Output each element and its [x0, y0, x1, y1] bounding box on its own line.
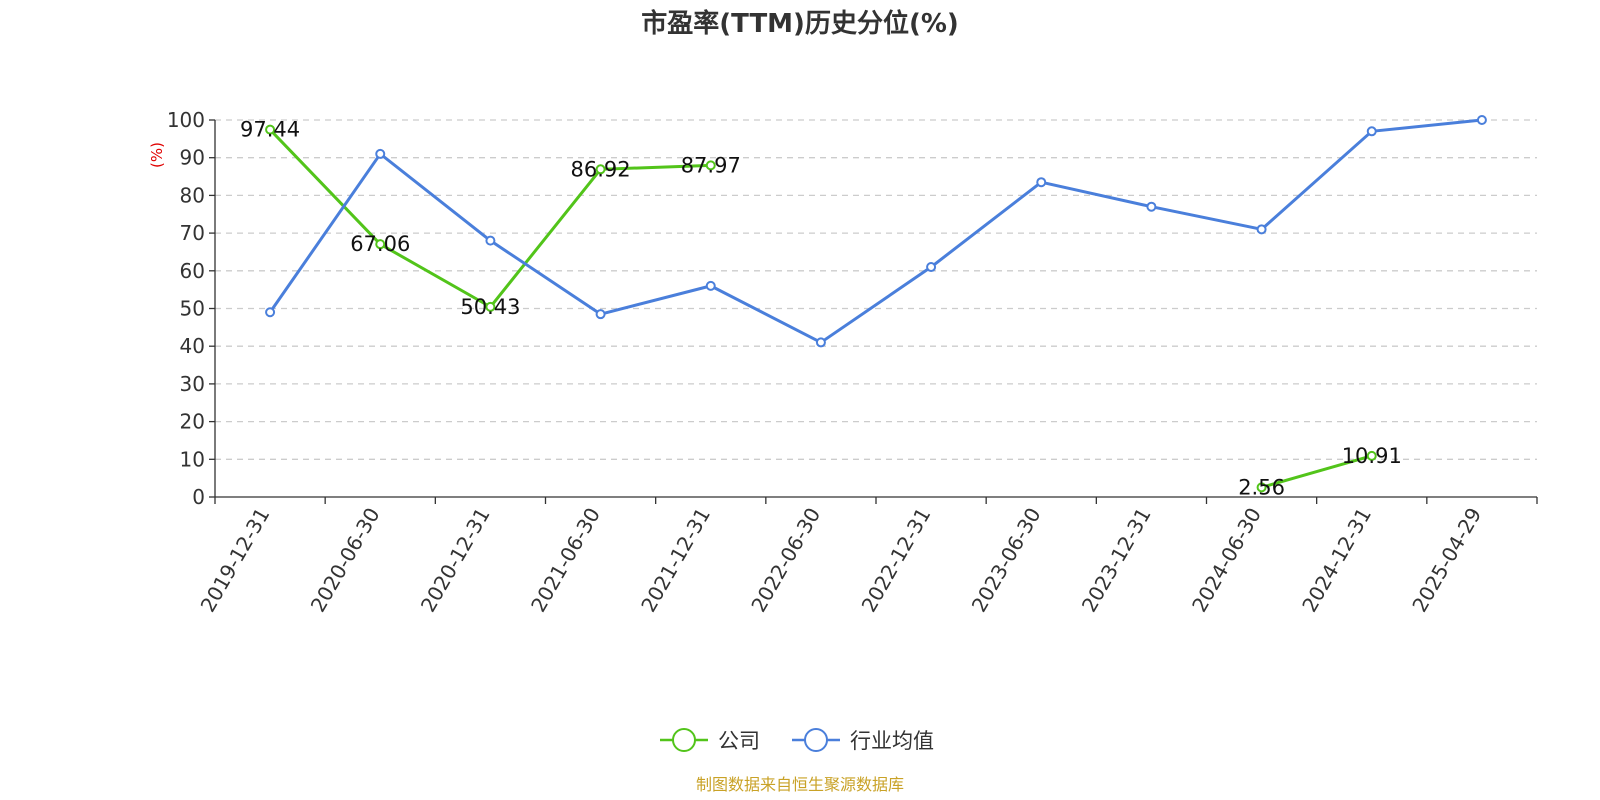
- series-1: [265, 115, 1487, 348]
- data-label: 50.43: [460, 295, 520, 319]
- data-label: 67.06: [350, 232, 410, 256]
- data-point: [926, 262, 937, 273]
- data-point: [595, 164, 606, 175]
- grid: [215, 119, 1537, 460]
- data-label: 87.97: [681, 153, 741, 177]
- x-axis: 2019-12-31 2020-06-30 2020-12-31 2021-06-30…: [196, 496, 1538, 617]
- data-label: 2.56: [1238, 475, 1285, 499]
- data-point: [375, 148, 386, 159]
- data-point: [1366, 450, 1377, 461]
- x-tick-label: 2021-06-30: [526, 504, 605, 617]
- x-tick-label: 2022-12-31: [857, 503, 936, 616]
- legend-label: 公司: [718, 729, 760, 753]
- chart-title: 市盈率(TTM)历史分位(%): [641, 8, 959, 39]
- y-tick-label: 90: [180, 146, 205, 170]
- y-tick-label: 70: [180, 221, 205, 245]
- x-tick-label: 2023-12-31: [1077, 504, 1156, 617]
- series-line: [1261, 454, 1373, 489]
- data-point: [1256, 482, 1267, 493]
- data-point: [705, 280, 716, 291]
- series-line: [268, 118, 1483, 344]
- data-point: [705, 160, 716, 171]
- y-tick-label: 30: [180, 372, 205, 396]
- data-label: 97.44: [240, 118, 300, 142]
- y-axis-unit: (%): [148, 142, 166, 168]
- y-tick-label: 80: [180, 183, 205, 207]
- data-point: [595, 309, 606, 320]
- y-tick-label: 0: [192, 485, 205, 509]
- data-point: [1146, 201, 1157, 212]
- x-tick-label: 2019-12-31: [196, 504, 275, 617]
- data-point: [1366, 126, 1377, 137]
- y-tick-label: 40: [180, 334, 205, 358]
- series-layer: 97.44 67.06 50.43 86.92 87.97 2.56 10.91: [240, 115, 1487, 500]
- y-axis: 0 10 20 30 40 50 60 70 80 90 100: [167, 108, 216, 509]
- data-point: [375, 239, 386, 250]
- y-tick-label: 20: [180, 410, 205, 434]
- x-tick-label: 2024-12-31: [1297, 504, 1376, 617]
- legend: 公司 行业均值: [660, 728, 934, 753]
- series-0: 97.44 67.06 50.43 86.92 87.97 2.56 10.91: [240, 118, 1402, 500]
- x-tick-label: 2020-06-30: [306, 504, 385, 617]
- legend-label: 行业均值: [850, 729, 934, 753]
- y-tick-label: 50: [180, 297, 205, 321]
- data-point: [1036, 177, 1047, 188]
- data-point: [265, 124, 276, 135]
- x-tick-label: 2024-06-30: [1187, 504, 1266, 617]
- data-point: [485, 301, 496, 312]
- data-point: [265, 307, 276, 318]
- data-point: [485, 235, 496, 246]
- data-point: [1256, 224, 1267, 235]
- data-label: 86.92: [571, 157, 631, 181]
- data-point: [815, 337, 826, 348]
- legend-marker: [804, 728, 828, 752]
- x-tick-label: 2023-06-30: [967, 504, 1046, 617]
- x-tick-label: 2020-12-31: [416, 503, 495, 616]
- data-label: 10.91: [1342, 444, 1402, 468]
- source-note: 制图数据来自恒生聚源数据库: [696, 775, 904, 794]
- legend-marker: [672, 728, 696, 752]
- x-tick-label: 2022-06-30: [746, 504, 825, 617]
- legend-item-1[interactable]: 行业均值: [792, 728, 934, 753]
- y-tick-label: 100: [167, 108, 205, 132]
- x-tick-label: 2025-04-29: [1407, 504, 1486, 617]
- legend-item-0[interactable]: 公司: [660, 728, 760, 753]
- y-tick-label: 10: [180, 447, 205, 471]
- data-point: [1476, 115, 1487, 125]
- y-tick-label: 60: [180, 259, 205, 283]
- x-tick-label: 2021-12-31: [636, 504, 715, 617]
